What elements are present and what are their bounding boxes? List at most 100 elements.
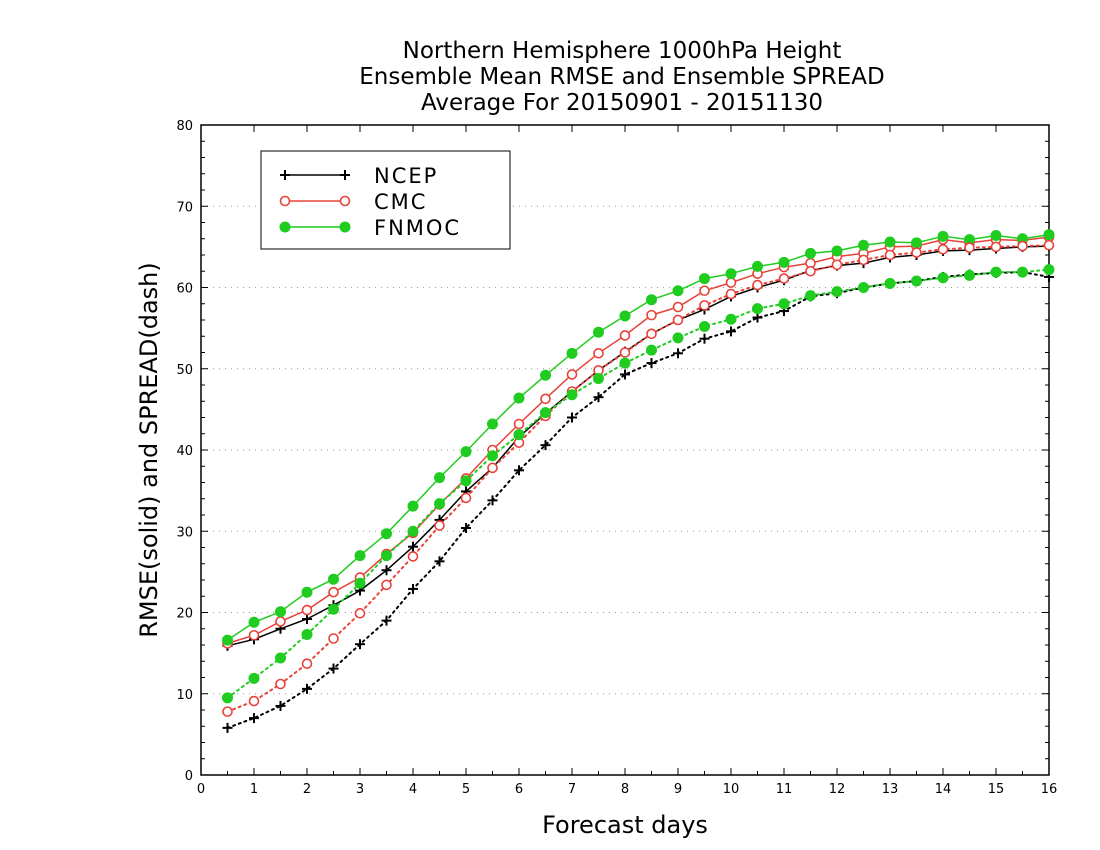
series-line-ncep-rmse xyxy=(227,245,1050,647)
data-point-fnmoc-rmse-18 xyxy=(699,273,710,285)
data-point-fnmoc-spread-14 xyxy=(593,373,604,384)
x-tick-label-0: 0 xyxy=(197,782,205,797)
data-point-fnmoc-spread-26 xyxy=(911,275,922,287)
y-axis-title: RMSE(solid) and SPREAD(dash) xyxy=(135,262,163,638)
data-point-fnmoc-rmse-3 xyxy=(301,586,313,598)
data-point-fnmoc-spread-20 xyxy=(752,303,763,315)
y-tick-label-0: 0 xyxy=(185,769,193,784)
data-point-fnmoc-spread-22 xyxy=(805,290,816,302)
y-tick-label-7: 70 xyxy=(176,200,193,215)
legend-marker-left xyxy=(280,170,290,180)
data-point-fnmoc-spread-7 xyxy=(407,525,419,537)
y-tick-label-3: 30 xyxy=(176,525,193,540)
data-point-fnmoc-rmse-20 xyxy=(752,260,763,272)
data-point-fnmoc-spread-4 xyxy=(328,603,339,615)
data-point-fnmoc-spread-1 xyxy=(248,672,260,684)
data-point-fnmoc-spread-9 xyxy=(460,475,472,487)
series-line-fnmoc-rmse xyxy=(227,233,1050,641)
data-point-cmc-spread-18 xyxy=(699,300,710,311)
data-point-ncep-spread-5 xyxy=(355,639,365,650)
data-series xyxy=(222,229,1055,733)
data-point-fnmoc-spread-31 xyxy=(1043,264,1055,276)
data-point-fnmoc-spread-3 xyxy=(301,628,313,640)
data-point-fnmoc-spread-18 xyxy=(699,321,710,332)
series-fnmoc-spread xyxy=(222,264,1055,704)
x-tick-label-4: 4 xyxy=(409,782,417,797)
data-point-fnmoc-spread-6 xyxy=(381,550,392,562)
x-tick-label-13: 13 xyxy=(882,782,899,797)
series-line-cmc-rmse xyxy=(227,236,1050,645)
axes: 0 1 2 3 4 5 6 7 8 9 10 11 12 13 14 15 160102030405060708… xyxy=(176,119,1057,797)
data-point-fnmoc-rmse-14 xyxy=(593,326,604,338)
data-point-fnmoc-spread-25 xyxy=(884,277,896,289)
y-tick-label-4: 40 xyxy=(176,444,193,459)
legend-marker-right xyxy=(340,170,350,180)
x-tick-label-12: 12 xyxy=(829,782,846,797)
x-tick-label-1: 1 xyxy=(250,782,258,797)
x-axis-title: Forecast days xyxy=(542,811,708,839)
x-tick-label-10: 10 xyxy=(723,782,740,797)
data-point-cmc-spread-1 xyxy=(248,695,260,707)
chart-title-line-2: Ensemble Mean RMSE and Ensemble SPREAD xyxy=(359,64,884,90)
data-point-fnmoc-spread-2 xyxy=(275,652,286,664)
data-point-ncep-spread-16 xyxy=(646,358,657,369)
data-point-ncep-spread-20 xyxy=(752,312,763,323)
y-tick-label-6: 60 xyxy=(176,282,193,297)
x-tick-label-6: 6 xyxy=(515,782,523,797)
data-point-ncep-rmse-6 xyxy=(381,565,392,576)
y-tick-label-1: 10 xyxy=(176,688,193,703)
data-point-cmc-spread-31 xyxy=(1043,239,1055,251)
data-point-cmc-spread-4 xyxy=(328,633,339,644)
data-point-fnmoc-rmse-21 xyxy=(778,256,790,268)
legend-box xyxy=(260,150,511,250)
series-line-cmc-spread xyxy=(226,244,1050,713)
data-point-fnmoc-rmse-2 xyxy=(275,606,286,618)
data-point-cmc-spread-0 xyxy=(222,706,233,717)
series-line-fnmoc-spread xyxy=(226,268,1050,699)
data-point-cmc-spread-15 xyxy=(619,347,631,358)
data-point-fnmoc-rmse-0 xyxy=(222,634,233,646)
data-point-fnmoc-spread-12 xyxy=(540,407,551,419)
data-point-ncep-spread-10 xyxy=(487,495,498,506)
data-point-cmc-rmse-17 xyxy=(672,301,684,313)
data-point-fnmoc-spread-15 xyxy=(619,357,631,369)
data-point-fnmoc-spread-21 xyxy=(778,298,790,310)
x-tick-label-3: 3 xyxy=(356,782,364,797)
data-point-cmc-spread-25 xyxy=(884,249,896,261)
data-point-cmc-spread-23 xyxy=(831,259,843,271)
x-tick-label-9: 9 xyxy=(674,782,682,797)
data-point-ncep-spread-9 xyxy=(461,523,471,533)
data-point-fnmoc-spread-8 xyxy=(434,498,445,510)
data-point-cmc-spread-16 xyxy=(646,328,657,340)
series-ncep-rmse xyxy=(222,241,1054,651)
data-point-cmc-spread-2 xyxy=(275,678,286,690)
data-point-ncep-spread-11 xyxy=(514,465,524,476)
data-point-cmc-rmse-18 xyxy=(699,285,710,297)
chart-title-line-3: Average For 20150901 - 20151130 xyxy=(421,90,823,116)
legend-label-ncep: NCEP xyxy=(374,164,438,188)
data-point-ncep-spread-19 xyxy=(726,326,736,337)
legend-marker-right xyxy=(339,221,351,233)
data-point-ncep-spread-14 xyxy=(593,392,604,403)
legend-label-cmc: CMC xyxy=(374,190,427,214)
data-point-fnmoc-rmse-29 xyxy=(990,230,1002,241)
data-point-cmc-rmse-1 xyxy=(248,629,260,641)
series-line-ncep-spread xyxy=(226,271,1050,729)
data-point-fnmoc-rmse-22 xyxy=(805,247,816,259)
data-point-cmc-spread-3 xyxy=(301,658,313,669)
data-point-fnmoc-rmse-11 xyxy=(513,392,525,404)
data-point-fnmoc-rmse-26 xyxy=(911,237,922,249)
data-point-cmc-spread-30 xyxy=(1017,240,1028,252)
data-point-cmc-spread-27 xyxy=(937,244,949,255)
data-point-ncep-spread-17 xyxy=(673,348,683,359)
data-point-cmc-rmse-3 xyxy=(301,604,313,616)
data-point-cmc-spread-9 xyxy=(460,492,472,504)
data-point-ncep-spread-18 xyxy=(699,333,710,344)
series-fnmoc-rmse xyxy=(222,229,1055,646)
x-tick-label-2: 2 xyxy=(303,782,311,797)
x-tick-label-7: 7 xyxy=(568,782,576,797)
data-point-fnmoc-rmse-24 xyxy=(858,239,869,251)
data-point-fnmoc-spread-19 xyxy=(725,313,737,325)
